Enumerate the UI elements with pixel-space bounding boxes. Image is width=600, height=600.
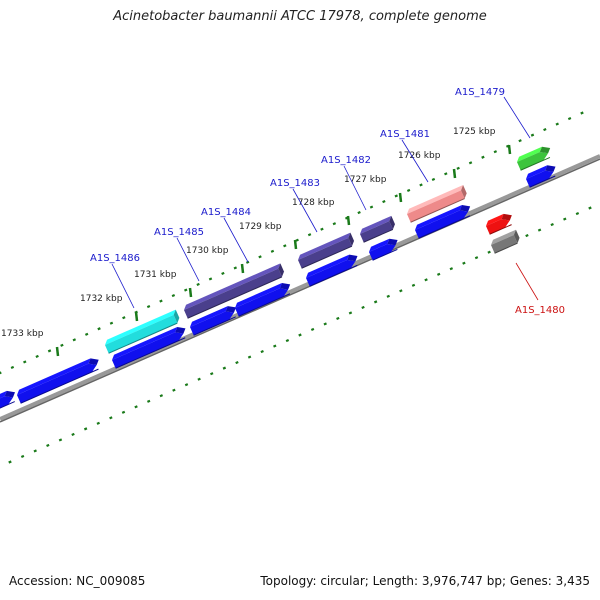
scale-tick-label: 1728 kbp xyxy=(292,198,335,208)
scale-tick-label: 1730 kbp xyxy=(186,246,229,256)
backbone-shadow xyxy=(0,158,600,423)
gene-A1S_1480 xyxy=(486,213,512,235)
scale-tick xyxy=(134,311,139,322)
genome-stats: Topology: circular; Length: 3,976,747 bp… xyxy=(260,574,590,588)
gene-leader-line xyxy=(503,96,531,139)
scale-tick xyxy=(346,215,351,226)
scale-tick xyxy=(452,168,457,179)
scale-tick xyxy=(55,346,60,357)
gene-A1S_1483 xyxy=(298,232,355,269)
gene-label[interactable]: A1S_1483 xyxy=(270,178,320,189)
gene-A1S_1479 xyxy=(517,146,551,171)
cds-arrow xyxy=(0,390,16,416)
cds-arrow xyxy=(415,205,471,239)
grey-feature xyxy=(491,229,520,254)
gene-label[interactable]: A1S_1485 xyxy=(154,227,204,238)
scale-tick-label: 1733 kbp xyxy=(1,329,44,339)
accession-text: Accession: NC_009085 xyxy=(9,574,146,588)
gene-label[interactable]: A1S_1482 xyxy=(321,155,371,166)
gene-A1S_1482 xyxy=(360,215,395,243)
scale-ticks: 1725 kbp 1726 kbp 1727 kbp 1728 kbp 1729 kbp… xyxy=(1,127,512,357)
cds-arrow xyxy=(235,283,291,317)
gene-leader-line xyxy=(292,188,318,233)
scale-tick xyxy=(293,239,298,250)
cds-arrow xyxy=(190,306,236,336)
cds-arrow xyxy=(369,238,398,261)
cds-arrow xyxy=(526,165,556,188)
scale-tick-label: 1725 kbp xyxy=(453,127,496,137)
scale-tick-label: 1731 kbp xyxy=(134,270,177,280)
scale-tick-label: 1732 kbp xyxy=(80,294,123,304)
gene-label[interactable]: A1S_1479 xyxy=(455,87,505,98)
cds-arrow xyxy=(306,254,358,287)
gene-leader-line xyxy=(343,165,367,211)
genome-backbone xyxy=(0,154,600,421)
gene-features xyxy=(0,146,556,416)
gene-leader-line xyxy=(223,217,249,263)
length-text: Length: 3,976,747 bp xyxy=(372,574,502,588)
map-title: Acinetobacter baumannii ATCC 17978, comp… xyxy=(113,9,487,24)
gene-leader-line xyxy=(401,139,429,183)
inner-dotted-ring xyxy=(8,206,592,464)
gene-labels: A1S_1479 A1S_1480 A1S_1481 A1S_1482 A1S_1483… xyxy=(90,87,565,316)
cds-arrow xyxy=(112,327,186,369)
gene-A1S_1481 xyxy=(407,185,467,223)
scale-tick xyxy=(188,287,193,298)
gene-leader-line xyxy=(111,263,135,309)
scale-tick-label: 1726 kbp xyxy=(398,151,441,161)
gene-label[interactable]: A1S_1481 xyxy=(380,129,430,140)
scale-tick-label: 1727 kbp xyxy=(344,175,387,185)
gene-label[interactable]: A1S_1486 xyxy=(90,253,140,264)
scale-tick-label: 1729 kbp xyxy=(239,222,282,232)
genes-count-text: Genes: 3,435 xyxy=(509,574,590,588)
gene-label[interactable]: A1S_1484 xyxy=(201,207,251,218)
gene-A1S_1485 xyxy=(184,263,285,319)
gene-leader-line xyxy=(176,237,200,282)
cds-arrow xyxy=(17,358,99,404)
gene-label[interactable]: A1S_1480 xyxy=(515,305,565,316)
scale-tick xyxy=(398,192,403,203)
scale-tick xyxy=(240,263,245,274)
scale-tick xyxy=(507,144,512,155)
gene-leader-line xyxy=(515,262,539,301)
topology-text: Topology: circular xyxy=(260,574,365,588)
gene-A1S_1486 xyxy=(105,309,180,354)
